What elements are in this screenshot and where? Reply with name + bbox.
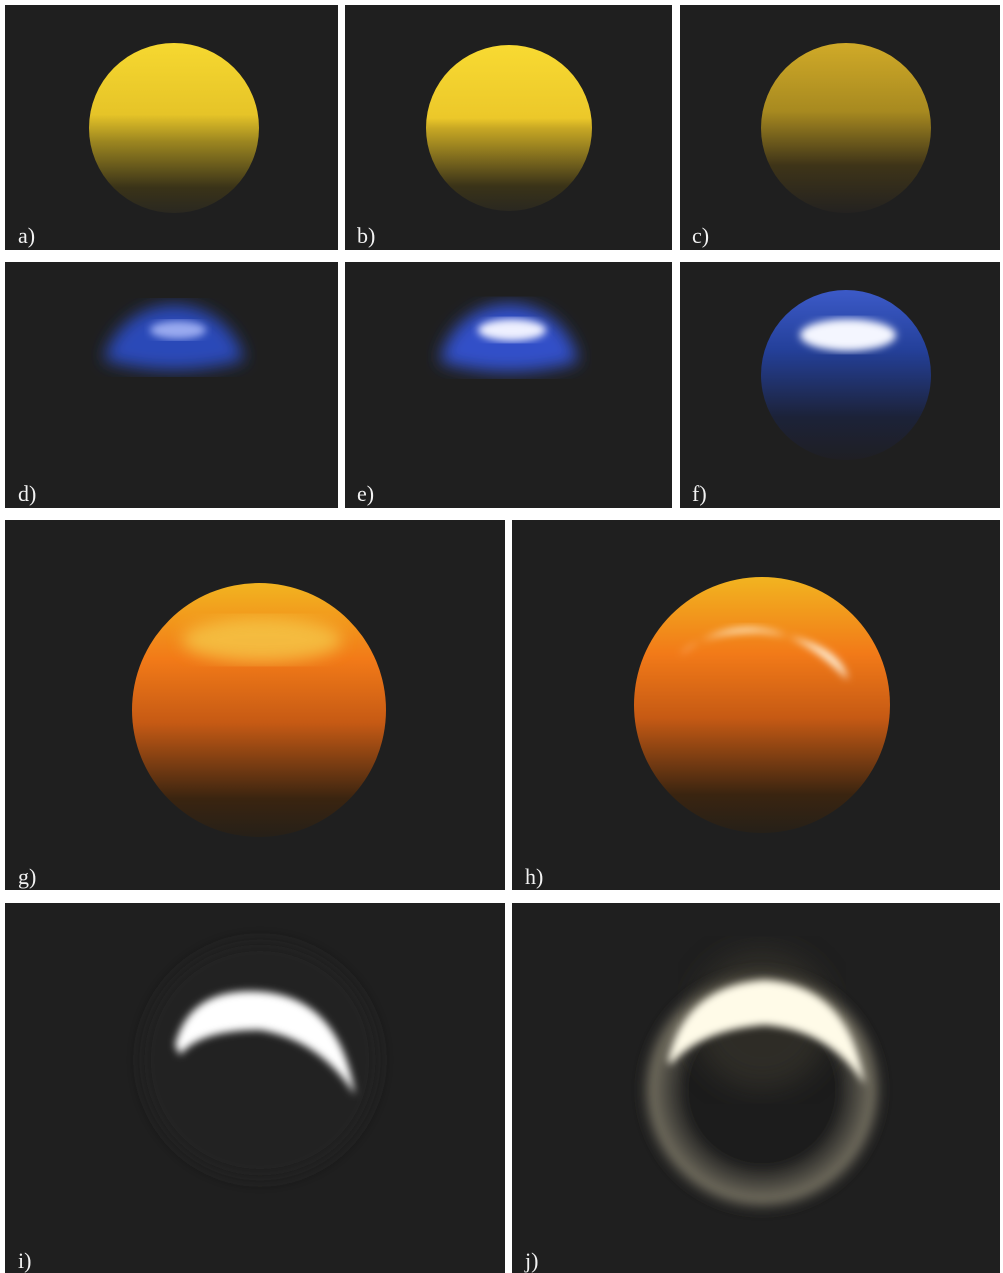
highlight [800, 319, 896, 351]
sphere [634, 577, 890, 833]
sphere [89, 43, 259, 213]
sphere [426, 45, 592, 211]
highlight [478, 319, 546, 341]
panel [345, 262, 672, 508]
panel-label: d) [18, 481, 36, 506]
sphere [761, 290, 931, 460]
highlight [182, 618, 342, 662]
panel-label: i) [18, 1248, 31, 1273]
panel-label: g) [18, 864, 36, 889]
panel-label: f) [692, 481, 707, 506]
panel-label: c) [692, 223, 709, 248]
sphere [761, 43, 931, 213]
panel-label: a) [18, 223, 35, 248]
figure: a) b) c) d) e) f) g) h) i) j) [0, 0, 1003, 1273]
panel-label: b) [357, 223, 375, 248]
panel-label: h) [525, 864, 543, 889]
highlight [150, 321, 206, 339]
panel-label: e) [357, 481, 374, 506]
panel-label: j) [524, 1248, 538, 1273]
panel [5, 262, 338, 508]
